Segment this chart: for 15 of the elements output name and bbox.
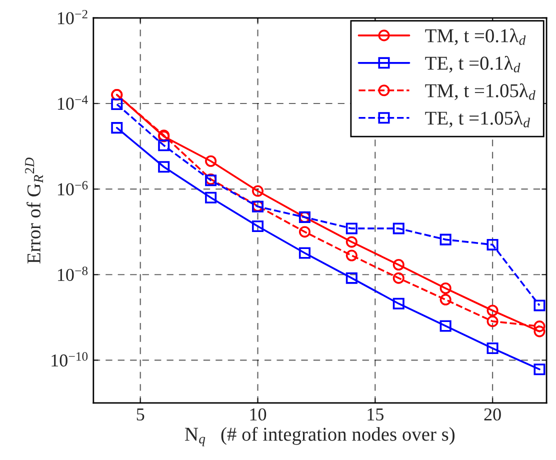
x-tick-label: 20	[484, 408, 501, 421]
legend-label: TE, t =1.05λ$_{d}$	[425, 110, 530, 128]
x-tick-label: 15	[368, 408, 384, 421]
y-axis-title: Error of G$_{R}$$^{2D}$	[25, 158, 43, 264]
y-tick-label: 10$^{−6}$	[58, 181, 88, 196]
legend-label: TE, t =0.1λ$_{d}$	[425, 56, 520, 73]
y-tick-label: 10$^{−4}$	[58, 96, 88, 110]
x-axis-title: N$_{q}$ (# of integration nodes over s)	[185, 426, 455, 446]
x-tick-label: 5	[136, 408, 144, 421]
legend-label: TM, t =1.05λ$_{d}$	[425, 83, 536, 100]
legend-label: TM, t =0.1λ$_{d}$	[425, 28, 526, 46]
x-tick-label: 10	[250, 408, 266, 421]
y-tick-label: 10$^{−8}$	[58, 266, 88, 282]
y-tick-label: 10$^{−10}$	[52, 352, 88, 367]
y-tick-label: 10$^{−2}$	[58, 10, 88, 24]
